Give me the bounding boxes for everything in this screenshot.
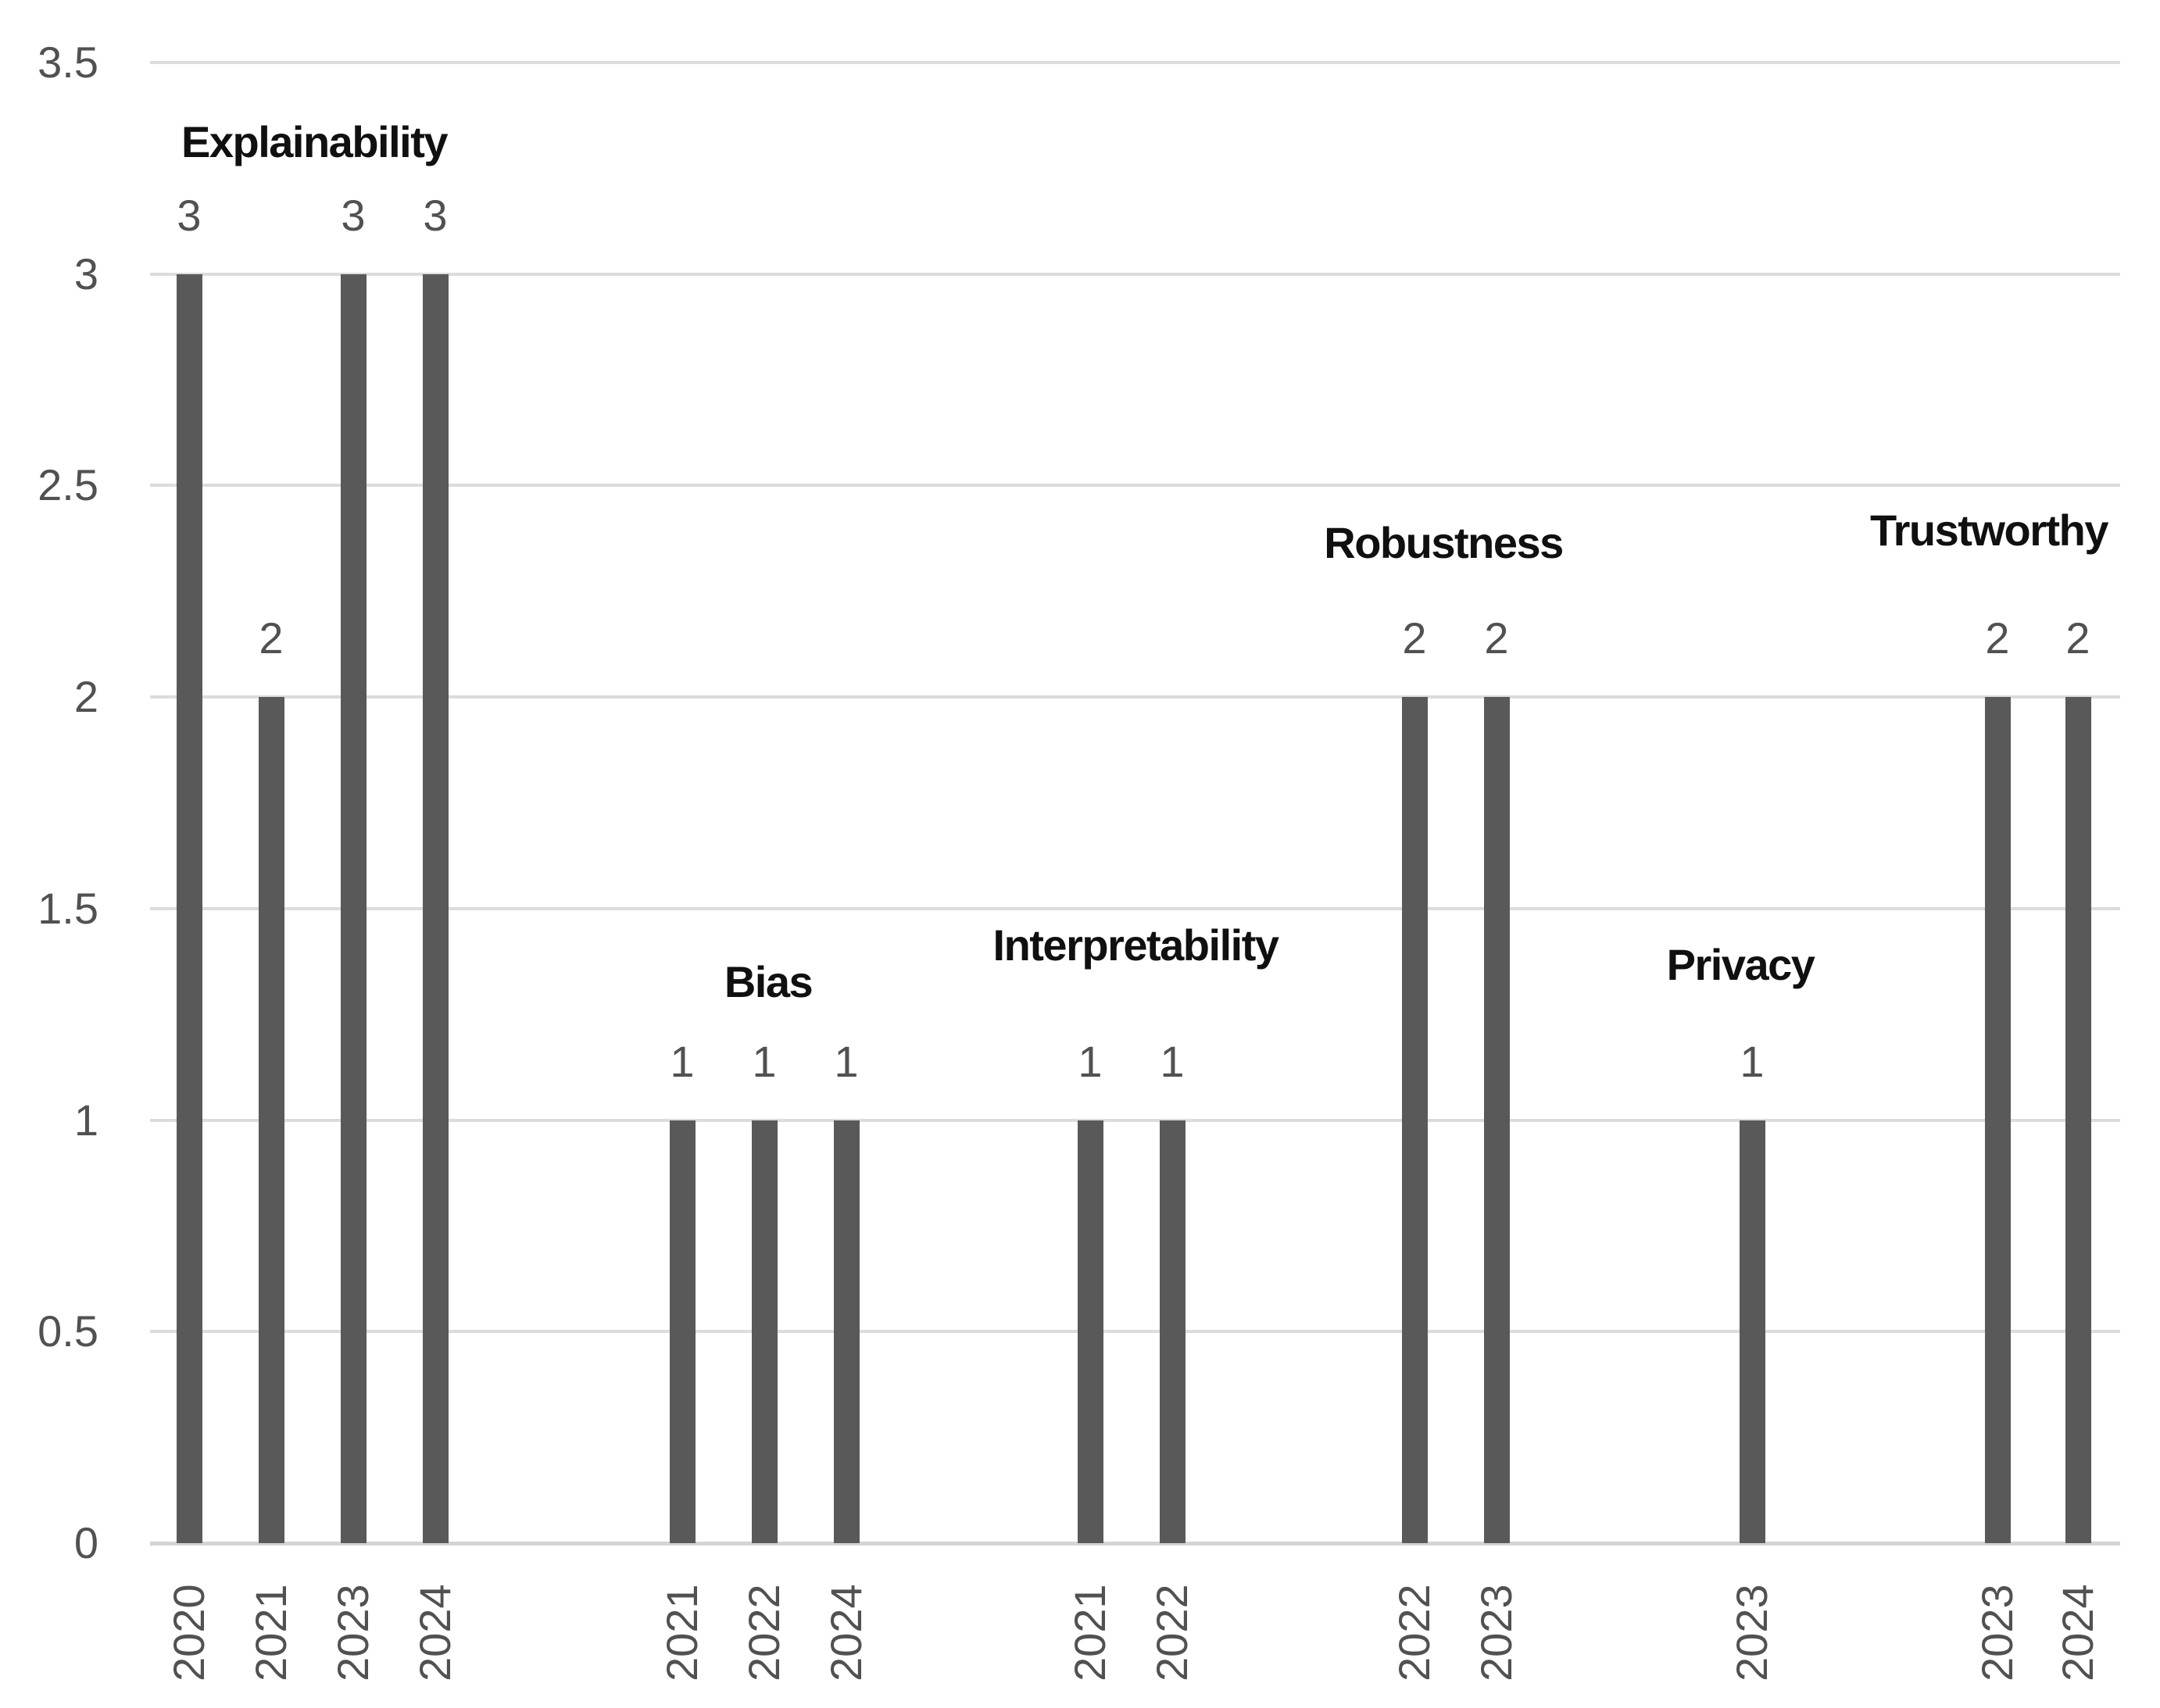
bar bbox=[1078, 1120, 1103, 1543]
bar-value-label: 1 bbox=[670, 1036, 695, 1086]
bar-value-label: 1 bbox=[1160, 1036, 1185, 1086]
x-tick-label: 2024 bbox=[410, 1584, 460, 1681]
bar bbox=[834, 1120, 860, 1543]
bar-value-label: 1 bbox=[752, 1036, 777, 1086]
bar bbox=[423, 273, 449, 1543]
group-label: Trustworthy bbox=[1870, 506, 2108, 555]
x-tick-label: 2022 bbox=[739, 1584, 789, 1681]
x-tick-label: 2023 bbox=[1472, 1584, 1521, 1681]
x-tick-label: 2024 bbox=[821, 1584, 871, 1681]
x-tick-label: 2023 bbox=[328, 1584, 377, 1681]
bar bbox=[1402, 697, 1428, 1543]
bar-value-label: 3 bbox=[341, 190, 366, 240]
bar-value-label: 3 bbox=[423, 190, 448, 240]
bar-value-label: 2 bbox=[1484, 613, 1509, 663]
y-tick-label: 2.5 bbox=[38, 460, 98, 510]
x-tick-label: 2020 bbox=[164, 1584, 213, 1681]
bar-value-label: 2 bbox=[1985, 613, 2010, 663]
y-tick-label: 0.5 bbox=[38, 1306, 98, 1356]
x-tick-label: 2021 bbox=[657, 1584, 706, 1681]
bar bbox=[341, 273, 367, 1543]
y-tick-label: 1 bbox=[73, 1095, 98, 1145]
gridline bbox=[150, 1330, 2120, 1334]
y-tick-label: 0 bbox=[73, 1518, 98, 1567]
y-tick-label: 1.5 bbox=[38, 883, 98, 933]
x-tick-label: 2023 bbox=[1972, 1584, 2022, 1681]
bar bbox=[2065, 697, 2091, 1543]
group-label: Interpretability bbox=[992, 920, 1279, 970]
x-tick-label: 2022 bbox=[1147, 1584, 1196, 1681]
gridline bbox=[150, 484, 2120, 488]
y-tick-label: 2 bbox=[73, 672, 98, 722]
x-tick-label: 2021 bbox=[246, 1584, 295, 1681]
x-axis-line bbox=[150, 1542, 2120, 1545]
bar bbox=[259, 697, 284, 1543]
bar bbox=[752, 1120, 778, 1543]
x-tick-label: 2021 bbox=[1065, 1584, 1114, 1681]
y-tick-label: 3.5 bbox=[38, 38, 98, 87]
x-tick-label: 2023 bbox=[1727, 1584, 1776, 1681]
bar bbox=[1160, 1120, 1185, 1543]
bar-value-label: 2 bbox=[2065, 613, 2090, 663]
group-label: Robustness bbox=[1324, 518, 1564, 567]
gridline bbox=[150, 61, 2120, 64]
gridline bbox=[150, 906, 2120, 910]
gridline bbox=[150, 1118, 2120, 1122]
bar bbox=[670, 1120, 696, 1543]
bar-value-label: 2 bbox=[259, 613, 284, 663]
x-tick-label: 2024 bbox=[2053, 1584, 2102, 1681]
gridline bbox=[150, 272, 2120, 276]
bar bbox=[1985, 697, 2011, 1543]
x-tick-label: 2022 bbox=[1389, 1584, 1439, 1681]
bar-value-label: 1 bbox=[834, 1036, 859, 1086]
bar-value-label: 1 bbox=[1078, 1036, 1103, 1086]
group-label: Explainability bbox=[181, 117, 449, 166]
bar bbox=[1740, 1120, 1765, 1543]
group-label: Privacy bbox=[1666, 940, 1815, 989]
group-label: Bias bbox=[724, 957, 814, 1006]
y-tick-label: 3 bbox=[73, 248, 98, 298]
bar-value-label: 1 bbox=[1740, 1036, 1765, 1086]
bar bbox=[1484, 697, 1510, 1543]
bar bbox=[177, 273, 202, 1543]
gridline bbox=[150, 695, 2120, 699]
bar-value-label: 2 bbox=[1402, 613, 1427, 663]
bar-value-label: 3 bbox=[177, 190, 202, 240]
